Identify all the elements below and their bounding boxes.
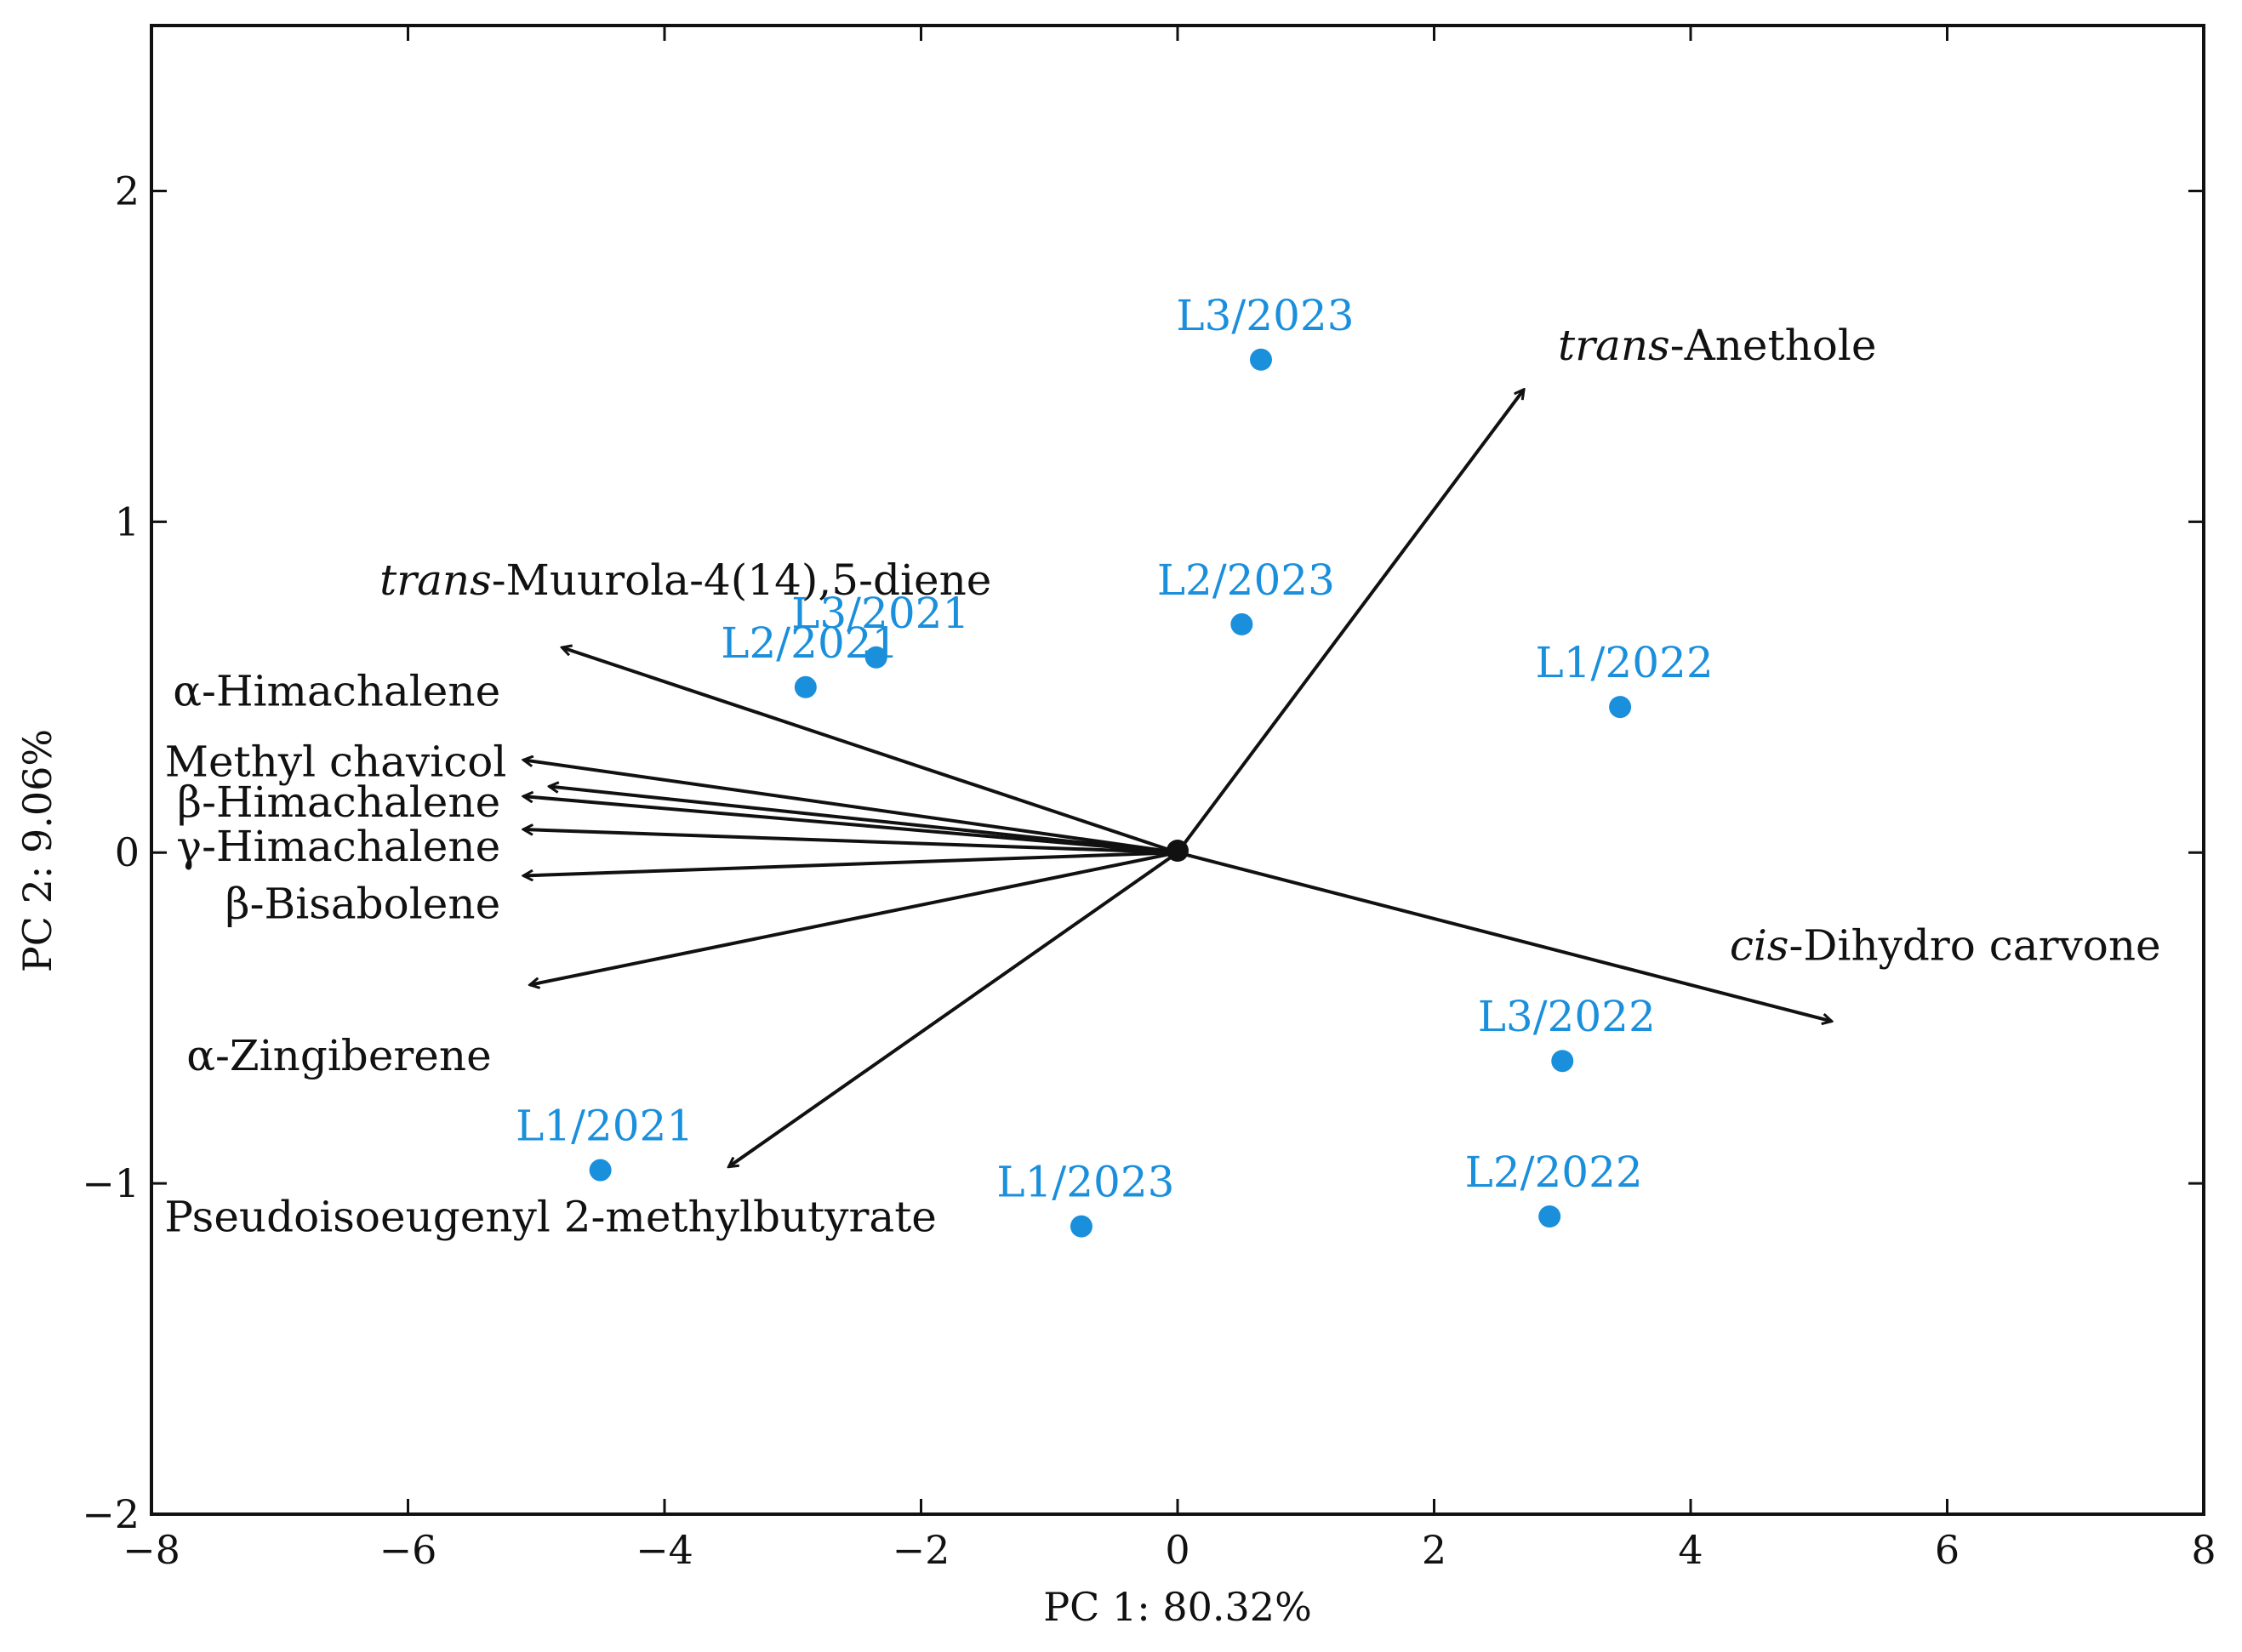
score-label: L3/2022: [1478, 992, 1656, 1041]
loading-label: trans-Muurola-4(14),5-diene: [379, 555, 991, 605]
loading-arrow: [1176, 390, 1524, 854]
score-point: [1249, 348, 1272, 371]
loading-label: Pseudoisoeugenyl 2-methylbutyrate: [164, 1193, 937, 1242]
loading-arrow: [523, 829, 1178, 855]
x-tick-label: 2: [1422, 1527, 1446, 1573]
y-tick-label: −2: [82, 1491, 140, 1537]
score-label: L1/2022: [1536, 638, 1714, 687]
loading-label: α-Himachalene: [173, 666, 500, 715]
loading-arrow: [1177, 851, 1832, 1021]
loading-arrow: [530, 851, 1178, 985]
score-label: L1/2021: [516, 1102, 693, 1151]
loading-label: α-Zingiberene: [186, 1031, 491, 1080]
loading-label: trans-Anethole: [1558, 321, 1876, 370]
y-axis-title: PC 2: 9.06%: [14, 729, 60, 972]
loading-arrow: [523, 796, 1178, 855]
loading-arrow: [562, 647, 1178, 855]
score-point: [589, 1159, 612, 1182]
origin-point: [1167, 840, 1189, 862]
x-tick-label: −2: [893, 1527, 950, 1573]
score-point: [794, 675, 817, 698]
x-tick-label: −8: [123, 1527, 180, 1573]
loading-label: β-Bisabolene: [225, 879, 501, 928]
loading-label: β-Himachalene: [177, 778, 500, 827]
score-point: [864, 646, 887, 669]
x-axis-title: PC 1: 80.32%: [1043, 1584, 1312, 1630]
x-tick-label: 8: [2191, 1527, 2216, 1573]
y-tick-label: 0: [115, 829, 140, 875]
loading-label: γ-Himachalene: [176, 822, 500, 871]
score-label: L2/2022: [1465, 1148, 1643, 1197]
score-label: L3/2023: [1176, 291, 1354, 340]
score-label: L1/2023: [996, 1158, 1174, 1207]
loading-arrow: [549, 786, 1178, 855]
x-tick-label: 0: [1165, 1527, 1189, 1573]
y-tick-label: 2: [115, 168, 140, 214]
loading-arrow: [523, 760, 1178, 855]
loading-arrow: [728, 851, 1179, 1166]
score-point: [1609, 696, 1632, 719]
score-point: [1551, 1050, 1574, 1073]
x-tick-label: −6: [379, 1527, 437, 1573]
loading-arrow: [523, 851, 1178, 875]
loading-label: cis-Dihydro carvone: [1730, 921, 2161, 971]
score-label: L3/2021: [791, 589, 969, 638]
y-tick-label: 1: [115, 498, 140, 544]
loading-label: Methyl chavicol: [165, 737, 507, 786]
score-label: L2/2021: [721, 618, 899, 668]
y-tick-label: −1: [82, 1160, 140, 1206]
score-point: [1230, 612, 1253, 635]
x-tick-label: 6: [1935, 1527, 1960, 1573]
score-point: [1538, 1205, 1561, 1228]
score-point: [1070, 1215, 1092, 1238]
x-tick-label: −4: [636, 1527, 693, 1573]
x-tick-label: 4: [1678, 1527, 1703, 1573]
score-label: L2/2023: [1157, 555, 1335, 605]
